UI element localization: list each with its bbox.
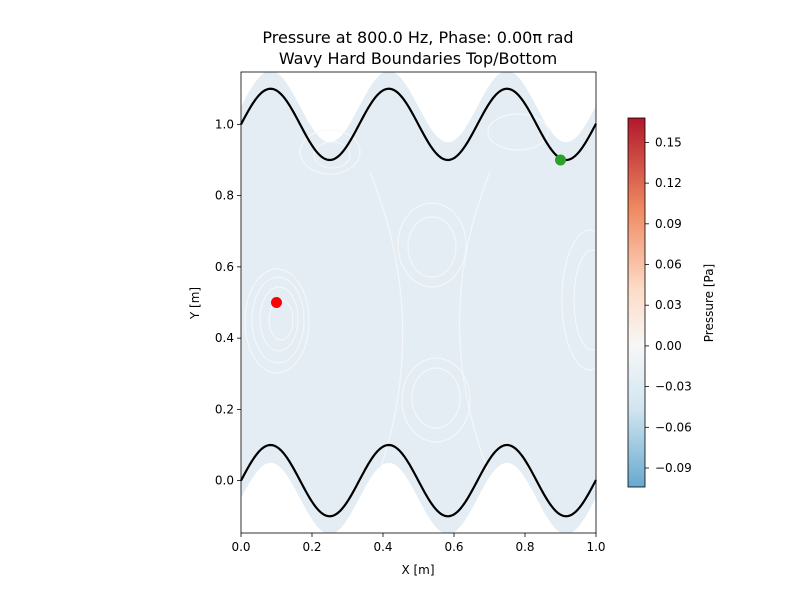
contour-ring <box>561 229 596 371</box>
colorbar-tick-label: 0.03 <box>655 298 682 312</box>
plot-frame <box>240 71 597 534</box>
contour-ring <box>411 367 461 429</box>
x-axis: X [m] 0.0 0.2 0.4 0.6 0.8 1.0 <box>231 533 606 577</box>
pressure-field <box>241 72 596 533</box>
x-tick-label: 1.0 <box>586 540 605 554</box>
colorbar-tick-label: 0.12 <box>655 176 682 190</box>
colorbar: Pressure [Pa] −0.09 −0.06 −0.03 0.00 0.03 0.0… <box>627 117 716 488</box>
contour-line <box>458 171 491 471</box>
y-tick-label: 0.8 <box>215 189 234 203</box>
colorbar-tick-label: −0.03 <box>655 380 692 394</box>
x-tick-label: 0.2 <box>302 540 321 554</box>
colorbar-tick-label: −0.06 <box>655 420 692 434</box>
source-marker <box>271 297 282 308</box>
contour-ring <box>244 268 310 374</box>
chart-title-line2: Wavy Hard Boundaries Top/Bottom <box>279 49 557 68</box>
y-tick-label: 0.4 <box>215 331 234 345</box>
contour-ring <box>251 276 305 364</box>
chart-title-line1: Pressure at 800.0 Hz, Phase: 0.00π rad <box>262 28 573 47</box>
x-axis-label: X [m] <box>401 563 434 577</box>
x-tick-label: 0.0 <box>231 540 250 554</box>
colorbar-tick-label: 0.09 <box>655 217 682 231</box>
y-axis-label: Y [m] <box>188 287 202 320</box>
x-tick-label: 0.8 <box>515 540 534 554</box>
top-wavy-boundary <box>240 87 597 162</box>
y-tick-label: 0.6 <box>215 260 234 274</box>
colorbar-tick-label: 0.06 <box>655 258 682 272</box>
y-axis: Y [m] 0.0 0.2 0.4 0.6 0.8 1.0 <box>188 117 241 488</box>
colorbar-tick-label: 0.00 <box>655 339 682 353</box>
contour-ring <box>407 216 457 278</box>
contour-ring <box>397 202 467 288</box>
colorbar-tick-label: −0.09 <box>655 461 692 475</box>
contour-ring <box>259 286 299 352</box>
contour-ring <box>401 357 471 443</box>
contour-line <box>369 171 404 471</box>
colorbar-tick-label: 0.15 <box>655 135 682 149</box>
plot-area <box>240 71 597 534</box>
receiver-marker <box>555 154 566 166</box>
y-tick-label: 0.0 <box>215 474 234 488</box>
x-tick-label: 0.4 <box>373 540 392 554</box>
x-tick-label: 0.6 <box>444 540 463 554</box>
y-tick-label: 1.0 <box>215 117 234 131</box>
colorbar-bar <box>627 117 646 488</box>
contour-ring <box>573 249 596 351</box>
contour-ring <box>487 113 549 151</box>
pressure-contours <box>244 113 596 471</box>
bottom-wavy-boundary <box>240 443 597 518</box>
colorbar-label: Pressure [Pa] <box>702 264 716 342</box>
contour-ring <box>313 141 351 169</box>
y-tick-label: 0.2 <box>215 402 234 416</box>
contour-ring <box>299 129 361 175</box>
